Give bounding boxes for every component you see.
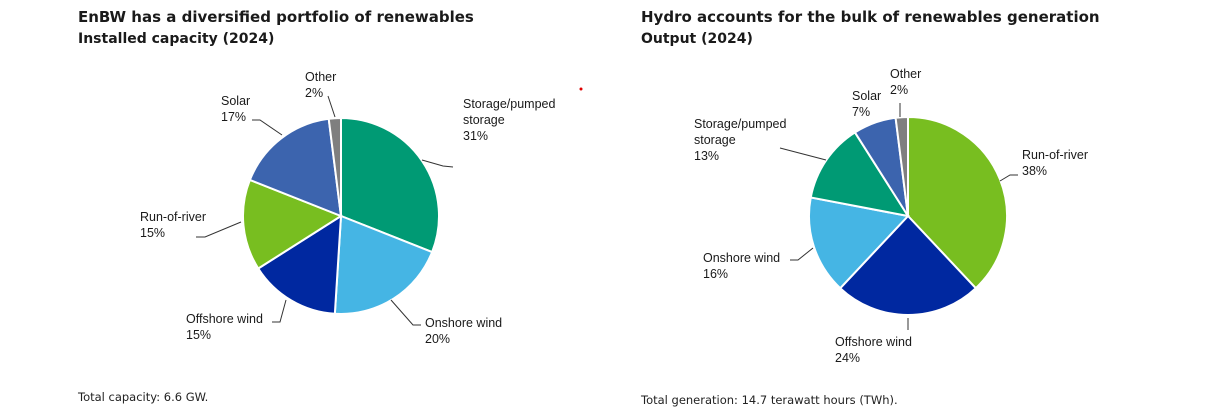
slice-category-label: Other — [305, 70, 336, 84]
slice-category-label: Run-of-river — [140, 210, 206, 224]
pie-chart-capacity: Storage/pumped storage 31% Onshore wind 20% O… — [140, 70, 555, 346]
leader-line — [196, 221, 242, 238]
chart-2-title: Hydro accounts for the bulk of renewable… — [641, 8, 1100, 26]
slice-value-label: 31% — [463, 129, 488, 143]
pie-slice-storage-pumped-storage — [809, 131, 911, 218]
pie-slice-run-of-river — [907, 115, 1008, 290]
slice-category-label: Storage/pumped — [463, 97, 555, 111]
slice-category-label: Onshore wind — [703, 251, 780, 265]
chart-1-subtitle: Installed capacity (2024) — [78, 31, 274, 47]
slice-value-label: 15% — [140, 226, 165, 240]
slice-value-label: 38% — [1022, 164, 1047, 178]
pie-chart-output: Run-of-river 38% Offshore wind 24% Onshore w… — [694, 67, 1088, 365]
slice-value-label: 20% — [425, 332, 450, 346]
slice-category-label: Offshore wind — [835, 335, 912, 349]
slice-value-label: 2% — [890, 83, 908, 97]
leader-line — [779, 147, 827, 161]
leader-line — [327, 95, 336, 118]
chart-1-footnote: Total capacity: 6.6 GW. — [77, 390, 208, 404]
leader-line — [272, 299, 287, 323]
slice-category-label: Onshore wind — [425, 316, 502, 330]
leader-line — [790, 247, 814, 261]
chart-2-subtitle: Output (2024) — [641, 31, 753, 47]
slice-value-label: 13% — [694, 149, 719, 163]
slice-value-label: 7% — [852, 105, 870, 119]
slice-category-label: Solar — [852, 89, 881, 103]
slice-category-label: Offshore wind — [186, 312, 263, 326]
pie-slice-offshore-wind — [838, 214, 978, 316]
pie-slice-other — [327, 116, 342, 217]
pie-slice-solar — [248, 117, 343, 218]
slice-value-label: 15% — [186, 328, 211, 342]
slice-category-label: Storage/pumped — [694, 117, 786, 131]
pie-slice-offshore-wind — [256, 214, 343, 315]
slice-category-label: Run-of-river — [1022, 148, 1088, 162]
slice-category-label: storage — [463, 113, 505, 127]
pie-slice-onshore-wind — [808, 196, 910, 290]
red-dot-marker — [579, 87, 583, 91]
slice-value-label: 24% — [835, 351, 860, 365]
slice-value-label: 2% — [305, 86, 323, 100]
leader-line — [999, 174, 1018, 182]
leader-line — [252, 119, 283, 136]
chart-1-title: EnBW has a diversified portfolio of rene… — [78, 8, 474, 26]
slice-value-label: 17% — [221, 110, 246, 124]
slice-value-label: 16% — [703, 267, 728, 281]
leader-line — [390, 299, 421, 326]
leader-line — [421, 159, 454, 168]
chart-2-footnote: Total generation: 14.7 terawatt hours (T… — [640, 393, 898, 407]
slice-category-label: Other — [890, 67, 921, 81]
pie-slice-storage-pumped-storage — [340, 116, 440, 254]
pie-slice-other — [894, 115, 909, 217]
slice-category-label: storage — [694, 133, 736, 147]
pie-slice-onshore-wind — [333, 214, 434, 315]
slice-category-label: Solar — [221, 94, 250, 108]
pie-slice-run-of-river — [242, 178, 344, 270]
